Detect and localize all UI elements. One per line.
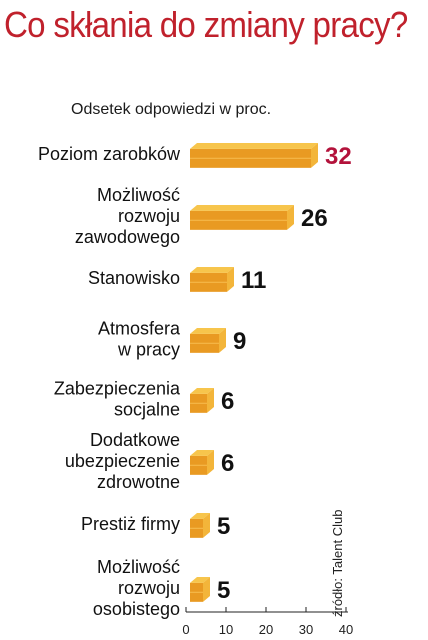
bar-group-3 [190,328,226,353]
category-label-3-1: w pracy [117,340,180,360]
chart-subtitle: Odsetek odpowiedzi w proc. [71,101,272,118]
category-label-4-1: socjalne [114,400,180,420]
bar-end-1 [287,205,294,230]
bar-group-6 [190,513,210,538]
category-label-5-0: Dodatkowe [90,430,180,450]
category-label-3-0: Atmosfera [98,319,181,339]
value-label-0: 32 [325,143,352,170]
category-label-7-2: osobistego [93,599,180,619]
bar-end-3 [219,328,226,353]
x-tick-label-4: 40 [339,622,353,637]
value-label-6: 5 [217,513,230,540]
x-tick-label-2: 20 [259,622,273,637]
bar-group-4 [190,388,214,413]
value-label-5: 6 [221,450,234,477]
category-label-0-0: Poziom zarobków [38,144,181,164]
value-label-7: 5 [217,577,230,604]
bar-group-0 [190,143,318,168]
chart-title: Co skłania do zmiany pracy? [4,4,408,45]
bar-group-2 [190,267,234,292]
bar-top-5 [190,450,214,456]
category-label-2-0: Stanowisko [88,268,180,288]
value-label-1: 26 [301,205,328,232]
category-label-4-0: Zabezpieczenia [54,379,181,399]
bar-end-0 [311,143,318,168]
bar-group-7 [190,577,210,602]
value-label-2: 11 [241,267,266,294]
bar-top-7 [190,577,210,583]
bar-top-0 [190,143,318,149]
bar-end-2 [227,267,234,292]
x-tick-label-0: 0 [182,622,189,637]
bar-top-6 [190,513,210,519]
bar-group-1 [190,205,294,230]
source-note: źródło: Talent Club [330,509,345,617]
bar-group-5 [190,450,214,475]
bar-end-6 [203,513,210,538]
category-label-5-2: zdrowotne [97,472,180,492]
category-label-1-2: zawodowego [75,227,180,247]
category-label-5-1: ubezpieczenie [65,451,180,471]
category-label-1-1: rozwoju [118,206,180,226]
bar-end-5 [207,450,214,475]
value-label-3: 9 [233,328,246,355]
category-label-7-1: rozwoju [118,578,180,598]
bar-top-4 [190,388,214,394]
x-tick-label-3: 30 [299,622,313,637]
bar-end-7 [203,577,210,602]
category-label-1-0: Możliwość [97,185,180,205]
category-label-6-0: Prestiż firmy [81,514,180,534]
bar-top-1 [190,205,294,211]
x-tick-label-1: 10 [219,622,233,637]
value-label-4: 6 [221,388,234,415]
bar-end-4 [207,388,214,413]
bar-top-2 [190,267,234,273]
category-label-7-0: Możliwość [97,557,180,577]
bar-top-3 [190,328,226,334]
